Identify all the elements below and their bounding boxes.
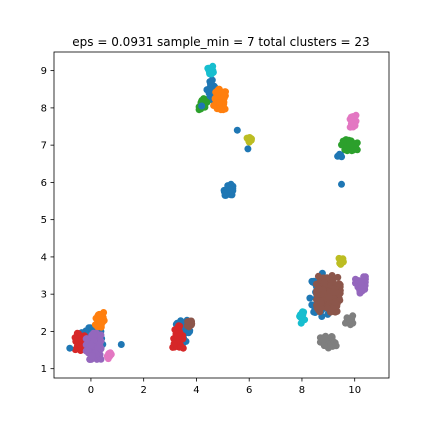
cluster-3-point: [96, 340, 104, 348]
x-tick-label: 10: [348, 385, 361, 396]
outlier-point: [66, 344, 74, 352]
outlier-point: [338, 180, 345, 188]
cluster-17-point: [306, 294, 314, 302]
cluster-6-point: [179, 344, 187, 352]
outlier-point: [117, 341, 125, 348]
y-tick-label: 5: [41, 215, 47, 226]
outlier-point: [233, 126, 241, 134]
cluster-8-point: [207, 80, 214, 88]
cluster-9-point: [219, 92, 227, 100]
cluster-14-point: [348, 147, 356, 155]
cluster-18-point: [314, 272, 322, 280]
y-tick-label: 9: [41, 66, 47, 77]
cluster-6-point: [170, 340, 178, 348]
cluster-19-point: [357, 278, 365, 286]
y-tick-label: 4: [41, 252, 47, 263]
cluster-3-point: [97, 331, 105, 339]
cluster-9-point: [214, 92, 222, 100]
cluster-7-point: [185, 322, 193, 329]
cluster-23-point: [336, 259, 344, 267]
cluster-9-point: [217, 106, 225, 114]
plot-frame: [53, 51, 390, 379]
cluster-11-point: [207, 66, 215, 73]
cluster-4-point: [106, 349, 114, 357]
y-tick-label: 3: [41, 290, 47, 301]
cluster-16-point: [338, 153, 346, 161]
y-tick-label: 1: [41, 364, 47, 375]
y-tick-label: 7: [41, 141, 47, 152]
cluster-18-point: [329, 288, 337, 296]
cluster-20-point: [320, 342, 328, 350]
x-tick-label: 8: [299, 385, 305, 396]
cluster-3-point: [87, 341, 95, 349]
outlier-point: [244, 145, 252, 153]
cluster-18-point: [334, 273, 342, 281]
cluster-18-point: [329, 277, 337, 285]
x-tick-label: 4: [193, 385, 199, 396]
y-axis: 1 2 3 4 5 6 7 8 9: [41, 66, 54, 375]
cluster-12-point: [226, 186, 234, 194]
cluster-22-point: [298, 311, 306, 319]
cluster-14-point: [346, 140, 354, 148]
cluster-9-point: [216, 98, 224, 106]
cluster-18-point: [315, 285, 323, 293]
y-tick-label: 6: [41, 178, 47, 189]
cluster-18-point: [325, 293, 333, 301]
cluster-13-point: [243, 134, 251, 142]
chart-title: eps = 0.0931 sample_min = 7 total cluste…: [72, 35, 369, 49]
cluster-18-point: [317, 299, 325, 307]
cluster-18-point: [324, 304, 332, 312]
y-tick-label: 2: [41, 327, 47, 338]
cluster-3-point: [88, 331, 96, 339]
points-layer: [66, 62, 369, 363]
cluster-19-point: [358, 287, 366, 295]
cluster-4-point: [104, 355, 112, 363]
x-tick-label: 0: [88, 385, 94, 396]
cluster-9-point: [214, 87, 222, 94]
x-axis: 0 2 4 6 8 10: [88, 378, 361, 396]
cluster-3-point: [88, 352, 96, 360]
cluster-2-point: [96, 314, 104, 322]
cluster-2-point: [96, 321, 104, 329]
cluster-18-point: [331, 298, 339, 306]
cluster-15-point: [349, 117, 357, 125]
cluster-20-point: [320, 335, 328, 343]
outlier-point: [198, 102, 206, 110]
x-tick-label: 2: [140, 385, 146, 396]
y-tick-label: 8: [41, 103, 47, 114]
x-tick-label: 6: [246, 385, 252, 396]
cluster-18-point: [320, 279, 328, 287]
cluster-21-point: [346, 315, 354, 323]
cluster-6-point: [173, 329, 181, 337]
